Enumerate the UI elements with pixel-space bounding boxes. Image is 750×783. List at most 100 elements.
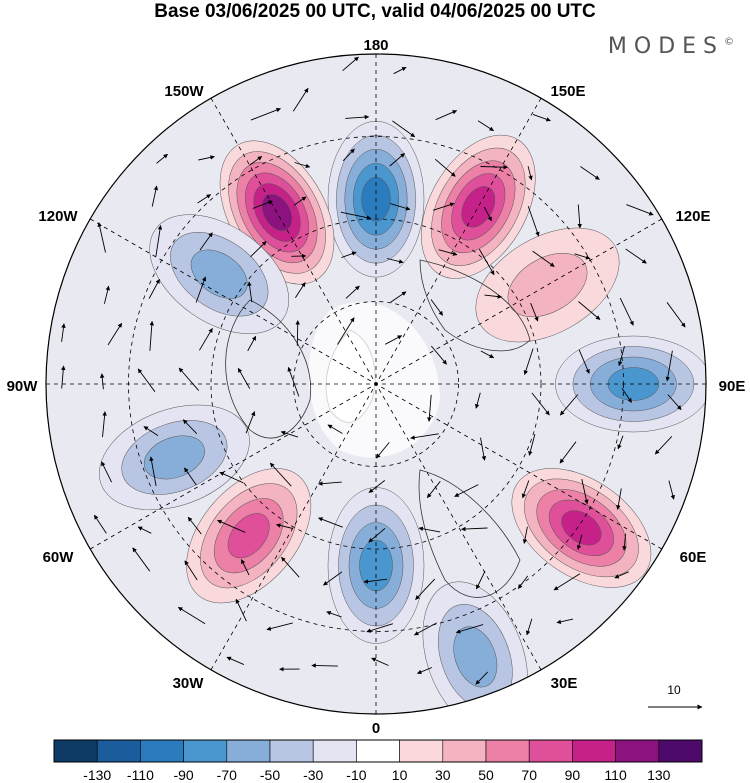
wind-vector: [281, 556, 300, 578]
colorbar-label: -130: [83, 767, 111, 783]
wind-vector: [280, 430, 299, 438]
wind-vector: [390, 203, 411, 211]
arctic-ocean-area: [308, 302, 440, 458]
wind-vector: [137, 368, 156, 392]
wind-vector: [178, 367, 200, 391]
lon-label-90w: 90W: [7, 378, 39, 395]
colorbar-label: 50: [478, 767, 494, 783]
wind-vector: [430, 345, 447, 365]
wind-vector: [250, 241, 267, 258]
wind-vector: [292, 87, 309, 112]
anomaly-pos-0: [421, 134, 536, 279]
wind-vector: [132, 547, 151, 572]
map-disc: [46, 54, 706, 714]
wind-vector: [432, 202, 455, 211]
colorbar-swatch: [615, 739, 660, 763]
wind-vector: [345, 285, 360, 299]
wind-vector: [430, 299, 444, 316]
wind-vector: [195, 276, 207, 303]
wind-vector: [311, 663, 338, 668]
wind-vector: [517, 575, 529, 589]
vector-scale: 10: [648, 683, 703, 710]
wind-vector: [559, 441, 577, 464]
wind-vector: [107, 322, 123, 346]
wind-vector: [143, 426, 159, 436]
wind-vector: [99, 373, 105, 390]
wind-vector: [187, 516, 202, 535]
wind-vector: [483, 206, 492, 222]
wind-vector: [530, 302, 539, 322]
wind-vector: [156, 153, 168, 164]
colorbar-swatch: [399, 739, 444, 763]
wind-vector: [426, 481, 441, 499]
wind-vector: [427, 394, 432, 422]
latitude-circle: [210, 218, 542, 550]
wind-vector: [556, 618, 574, 625]
lon-label-60w: 60W: [43, 549, 75, 566]
wind-vector: [532, 250, 555, 267]
wind-vector: [148, 278, 160, 299]
wind-vector: [434, 158, 456, 177]
wind-vector: [532, 113, 551, 122]
wind-vector: [275, 523, 293, 529]
wind-vector: [626, 204, 654, 216]
wind-vectors: [61, 56, 686, 685]
wind-vector: [102, 411, 107, 438]
colorbar-label: 10: [392, 767, 408, 783]
wind-vector: [475, 671, 489, 685]
colorbar-swatch: [572, 739, 616, 763]
wind-vector: [454, 484, 479, 497]
wind-vector: [217, 519, 246, 533]
colorbar-swatch: [226, 739, 271, 763]
wind-vector: [219, 471, 244, 484]
wind-vector: [198, 155, 215, 161]
anomaly-contour: [190, 249, 248, 299]
brand-mark: ©: [724, 36, 734, 48]
wind-vector: [480, 164, 508, 170]
wind-vector: [226, 656, 245, 666]
colorbar-label: 30: [435, 767, 451, 783]
wind-vector: [318, 481, 342, 486]
wind-vector: [386, 258, 404, 264]
wind-vector: [293, 196, 307, 206]
wind-vector: [521, 480, 530, 499]
colorbar-label: -70: [217, 767, 237, 783]
wind-vector: [184, 467, 197, 486]
anomaly-neg-3: [149, 214, 290, 335]
wind-vector: [342, 56, 359, 72]
wind-vector: [559, 394, 579, 416]
wind-vector: [577, 204, 582, 229]
wind-vector: [667, 394, 682, 411]
wind-vector: [578, 301, 601, 320]
anomaly-contour: [453, 626, 498, 688]
anomaly-pos-9: [186, 468, 312, 604]
brand-name: MODES: [607, 34, 724, 59]
wind-vector: [390, 291, 407, 303]
wind-vector: [266, 622, 293, 631]
colorbar-label: 70: [521, 767, 537, 783]
wind-vector: [149, 456, 157, 487]
wind-vector: [618, 346, 625, 367]
wind-vector: [103, 285, 110, 304]
wind-vector: [438, 249, 458, 256]
anomaly-neg-8: [327, 487, 425, 644]
wind-vector: [182, 419, 198, 435]
wind-vector: [341, 251, 357, 259]
wind-vector: [668, 480, 675, 500]
wind-vector: [619, 297, 634, 326]
colorbar: -130 -110 -90 -70 -50 -30 -10 10 30 50 70 90 110 130: [53, 739, 703, 783]
wind-vector: [326, 611, 342, 618]
colorbar-swatch: [658, 739, 703, 763]
wind-vector: [574, 253, 591, 260]
wind-vector: [61, 323, 66, 342]
wind-vector: [245, 411, 256, 434]
wind-vector: [137, 526, 152, 534]
map-border: [45, 53, 707, 715]
wind-vector: [345, 114, 370, 120]
europe-outline: [418, 469, 521, 598]
anomaly-pos-6: [511, 468, 652, 588]
lon-label-150w: 150W: [164, 83, 204, 100]
wind-vector: [323, 571, 343, 586]
wind-vector: [235, 598, 247, 622]
lon-label-30e: 30E: [551, 675, 578, 692]
